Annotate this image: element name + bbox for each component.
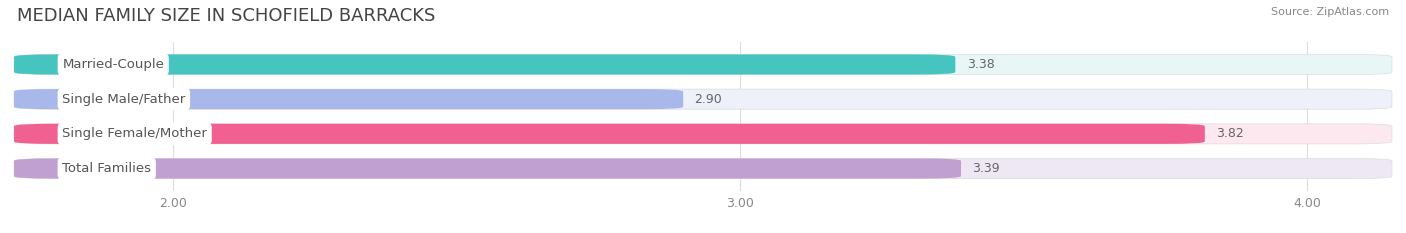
Text: Total Families: Total Families: [62, 162, 152, 175]
Text: 3.39: 3.39: [973, 162, 1000, 175]
Text: 2.90: 2.90: [695, 93, 723, 106]
Text: 3.38: 3.38: [967, 58, 994, 71]
FancyBboxPatch shape: [14, 158, 960, 178]
Text: Source: ZipAtlas.com: Source: ZipAtlas.com: [1271, 7, 1389, 17]
FancyBboxPatch shape: [14, 55, 1392, 75]
FancyBboxPatch shape: [14, 158, 1392, 178]
Text: Single Male/Father: Single Male/Father: [62, 93, 186, 106]
Text: Married-Couple: Married-Couple: [62, 58, 165, 71]
FancyBboxPatch shape: [14, 55, 955, 75]
FancyBboxPatch shape: [14, 89, 1392, 109]
Text: MEDIAN FAMILY SIZE IN SCHOFIELD BARRACKS: MEDIAN FAMILY SIZE IN SCHOFIELD BARRACKS: [17, 7, 436, 25]
FancyBboxPatch shape: [14, 124, 1205, 144]
FancyBboxPatch shape: [14, 124, 1392, 144]
Text: Single Female/Mother: Single Female/Mother: [62, 127, 207, 140]
Text: 3.82: 3.82: [1216, 127, 1244, 140]
FancyBboxPatch shape: [14, 89, 683, 109]
